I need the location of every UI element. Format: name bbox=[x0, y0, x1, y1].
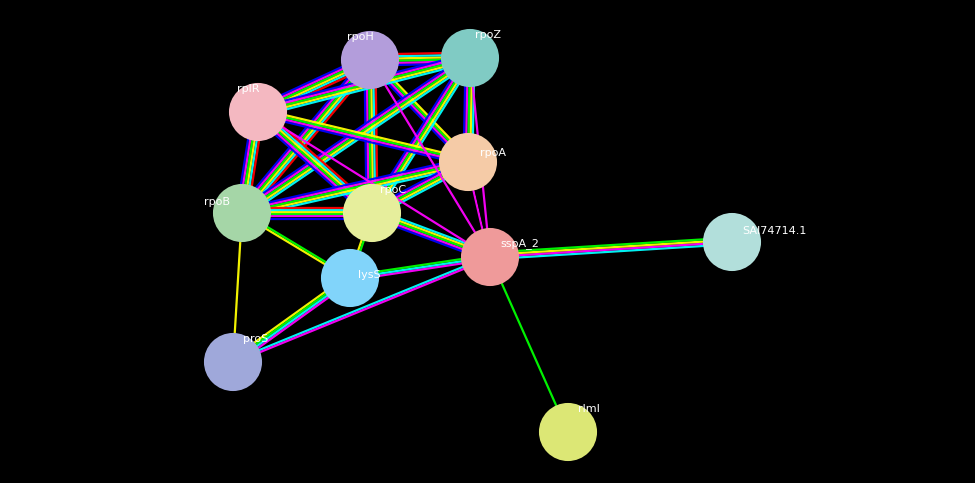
Circle shape bbox=[205, 334, 261, 390]
Text: lysS: lysS bbox=[358, 270, 380, 280]
Circle shape bbox=[440, 134, 496, 190]
Text: rpoB: rpoB bbox=[204, 197, 230, 207]
Text: rlmI: rlmI bbox=[578, 404, 600, 414]
Circle shape bbox=[344, 185, 400, 241]
Circle shape bbox=[230, 84, 286, 140]
Circle shape bbox=[704, 214, 760, 270]
Text: rpoA: rpoA bbox=[480, 148, 506, 158]
Circle shape bbox=[442, 30, 498, 86]
Circle shape bbox=[342, 32, 398, 88]
Circle shape bbox=[462, 229, 518, 285]
Circle shape bbox=[214, 185, 270, 241]
Text: SAI74714.1: SAI74714.1 bbox=[742, 226, 806, 236]
Text: rpoH: rpoH bbox=[347, 32, 373, 42]
Text: rplR: rplR bbox=[237, 84, 259, 94]
Circle shape bbox=[322, 250, 378, 306]
Text: rpoC: rpoC bbox=[380, 185, 407, 195]
Circle shape bbox=[540, 404, 596, 460]
Text: proS: proS bbox=[243, 334, 268, 344]
Text: rpoZ: rpoZ bbox=[475, 30, 501, 40]
Text: sspA_2: sspA_2 bbox=[500, 238, 539, 249]
